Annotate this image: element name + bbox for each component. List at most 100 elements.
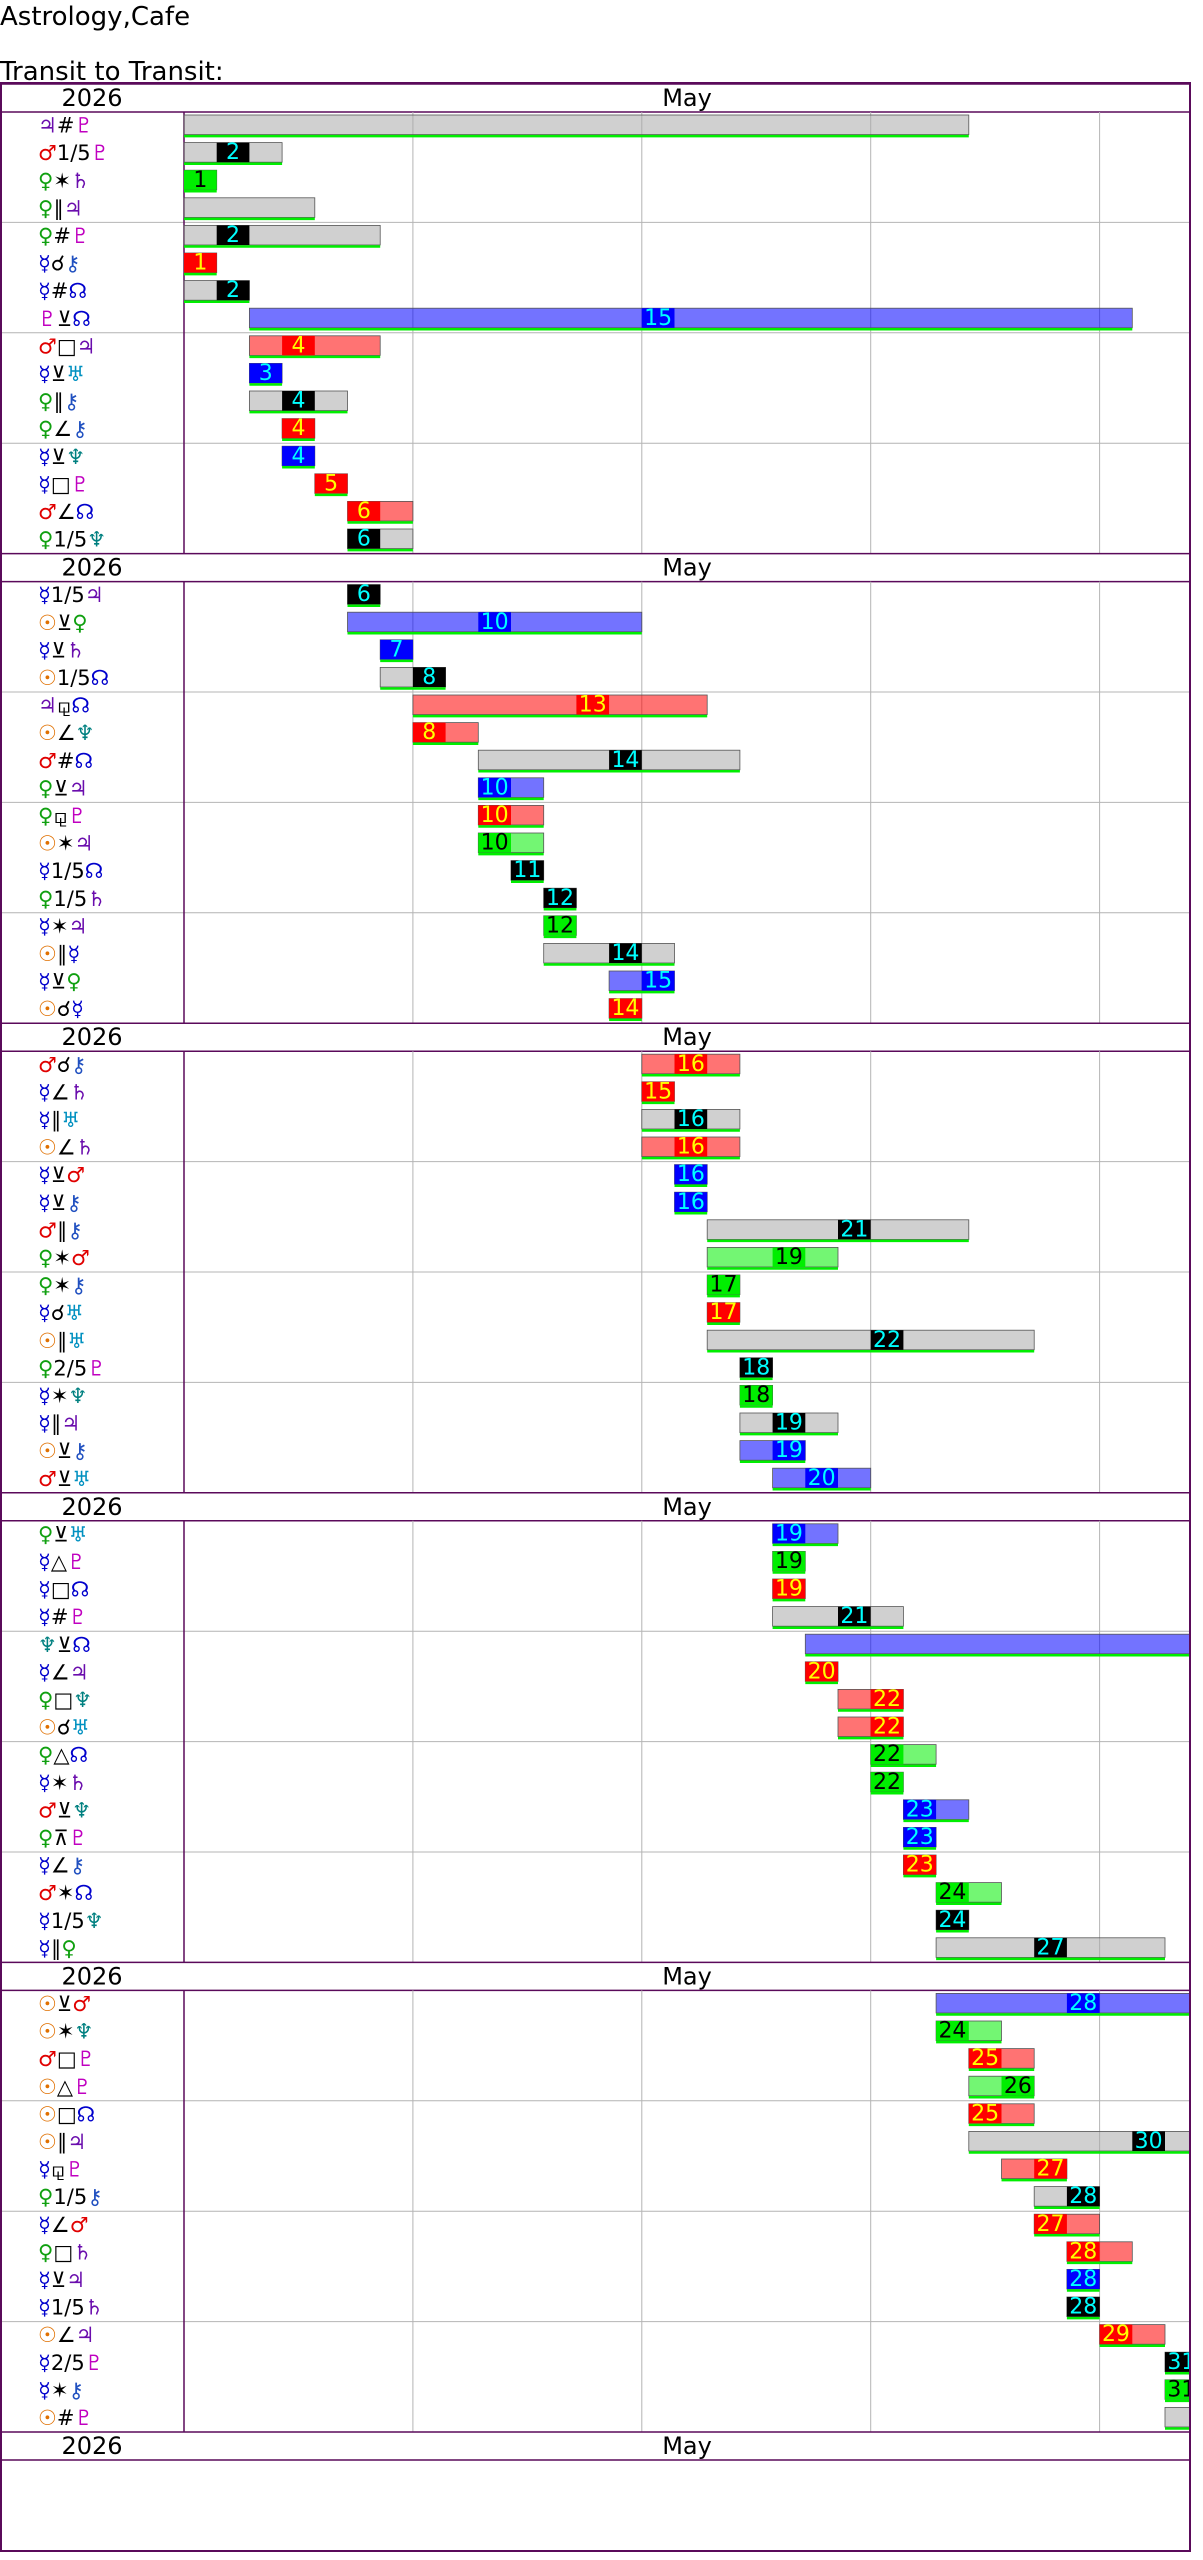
- exact-day-label: 6: [357, 527, 371, 552]
- exact-day-cell: [903, 1827, 937, 1847]
- exact-day-cell: [282, 335, 315, 356]
- exact-day-cell: [1034, 2159, 1067, 2179]
- exact-day-label: 25: [971, 2046, 999, 2071]
- aspect-label: ♀□♆: [38, 1688, 92, 1712]
- exact-day-label: 4: [291, 333, 305, 358]
- page-title: Astrology,Cafe: [0, 2, 191, 32]
- aspect-label: ♀∠⚷: [38, 417, 88, 441]
- exact-day-cell: [314, 473, 348, 494]
- month-label: May: [662, 2432, 712, 2460]
- aspect-label: ♂∠☊: [38, 500, 94, 524]
- exact-day-label: 23: [906, 1853, 934, 1878]
- exact-day-cell: [772, 1440, 806, 1461]
- exact-day-cell: [216, 225, 250, 245]
- exact-day-label: 29: [1102, 2322, 1130, 2347]
- exact-day-label: 28: [1069, 2239, 1097, 2264]
- exact-day-cell: [412, 667, 446, 687]
- year-label: 2026: [61, 1023, 122, 1051]
- exact-day-cell: [772, 1523, 806, 1544]
- aspect-label: ☿1/5☊: [38, 859, 103, 883]
- aspect-label: ☉#♇: [38, 2406, 93, 2430]
- exact-day-cell: [282, 446, 315, 466]
- aspect-label: ☿□☊: [38, 1578, 89, 1602]
- exact-day-label: 19: [775, 1245, 803, 1270]
- aspect-label: ☿✶⚷: [38, 2378, 84, 2402]
- exact-day-cell: [609, 750, 642, 770]
- exact-day-label: 19: [775, 1411, 803, 1436]
- transit-bar: [412, 694, 708, 716]
- aspect-label: ☿⊻♃: [38, 2268, 85, 2292]
- aspect-label: ☉∥♃: [38, 2130, 86, 2154]
- exact-day-label: 20: [808, 1466, 836, 1491]
- exact-day-cell: [184, 253, 217, 273]
- aspect-label: ☿⊻⚷: [38, 1191, 82, 1215]
- month-label: May: [662, 1023, 712, 1051]
- exact-day-cell: [968, 2048, 1002, 2069]
- exact-day-cell: [478, 612, 511, 632]
- aspect-label: ☿□♇: [38, 472, 90, 496]
- aspect-label: ☿✶♆: [38, 1384, 87, 1408]
- exact-day-cell: [1034, 2214, 1067, 2234]
- aspect-label: ♂□♇: [38, 2047, 96, 2071]
- exact-day-label: 8: [422, 720, 436, 745]
- exact-day-cell: [543, 888, 577, 908]
- exact-day-label: 22: [873, 1328, 901, 1353]
- aspect-label: ☿⊻♀: [38, 970, 82, 994]
- exact-day-cell: [478, 833, 511, 853]
- aspect-label: ♀⚼♇: [38, 804, 87, 828]
- aspect-label: ♀1/5♄: [38, 887, 106, 911]
- aspect-label: ♇⊻☊: [38, 307, 91, 331]
- exact-day-cell: [772, 1579, 806, 1599]
- aspect-label: ☿✶♃: [38, 914, 87, 938]
- aspect-label: ☿☌⚷: [38, 252, 80, 276]
- exact-day-cell: [707, 1275, 740, 1295]
- exact-day-cell: [641, 971, 675, 991]
- exact-day-cell: [1165, 2379, 1189, 2400]
- aspect-label: ☉⊻♀: [38, 611, 88, 635]
- exact-day-label: 3: [259, 361, 273, 386]
- exact-day-cell: [739, 1357, 773, 1378]
- exact-day-cell: [380, 639, 413, 660]
- aspect-label: ☉∠♆: [38, 721, 94, 745]
- exact-day-cell: [347, 529, 381, 549]
- exact-day-label: 7: [390, 637, 404, 662]
- exact-day-cell: [1066, 2186, 1100, 2207]
- exact-day-label: 24: [938, 1880, 966, 1905]
- aspect-label: ☿⊻♄: [38, 638, 85, 662]
- transit-bar: [183, 114, 970, 136]
- aspect-label: ☉∥♅: [38, 1329, 86, 1353]
- aspect-label: ☉1/5☊: [38, 666, 109, 690]
- exact-day-cell: [641, 308, 675, 328]
- year-label: 2026: [61, 1962, 122, 1990]
- exact-day-cell: [936, 2021, 969, 2041]
- exact-day-label: 22: [873, 1742, 901, 1767]
- exact-day-label: 28: [1069, 2184, 1097, 2209]
- exact-day-label: 15: [644, 1079, 672, 1104]
- aspect-label: ♀⊻♃: [38, 776, 88, 800]
- exact-day-cell: [903, 1799, 937, 1820]
- exact-day-cell: [707, 1302, 740, 1323]
- exact-day-cell: [216, 280, 250, 301]
- aspect-label: ♂⊻♆: [38, 1798, 91, 1822]
- aspect-label: ☿∠♃: [38, 1660, 89, 1684]
- aspect-label: ♀2/5♇: [38, 1356, 106, 1380]
- transit-bar: [706, 1329, 1035, 1351]
- aspect-label: ☉△♇: [38, 2075, 92, 2099]
- exact-day-label: 2: [226, 223, 240, 248]
- exact-day-label: 16: [677, 1052, 705, 1077]
- exact-day-label: 16: [677, 1135, 705, 1160]
- aspect-label: ♀⊻♅: [38, 1522, 88, 1546]
- exact-day-cell: [903, 1855, 937, 1875]
- exact-day-label: 23: [906, 1825, 934, 1850]
- exact-day-label: 6: [357, 499, 371, 524]
- exact-day-cell: [347, 584, 381, 605]
- aspect-label: ♂∥⚷: [38, 1218, 83, 1242]
- exact-day-label: 15: [644, 969, 672, 994]
- aspect-label: ♂✶☊: [38, 1881, 93, 1905]
- aspect-label: ♀∥♃: [38, 196, 83, 220]
- aspect-label: ☿∥♀: [38, 1936, 77, 1960]
- exact-day-cell: [1066, 1993, 1100, 2013]
- exact-day-label: 18: [742, 1355, 770, 1380]
- exact-day-label: 10: [481, 775, 509, 800]
